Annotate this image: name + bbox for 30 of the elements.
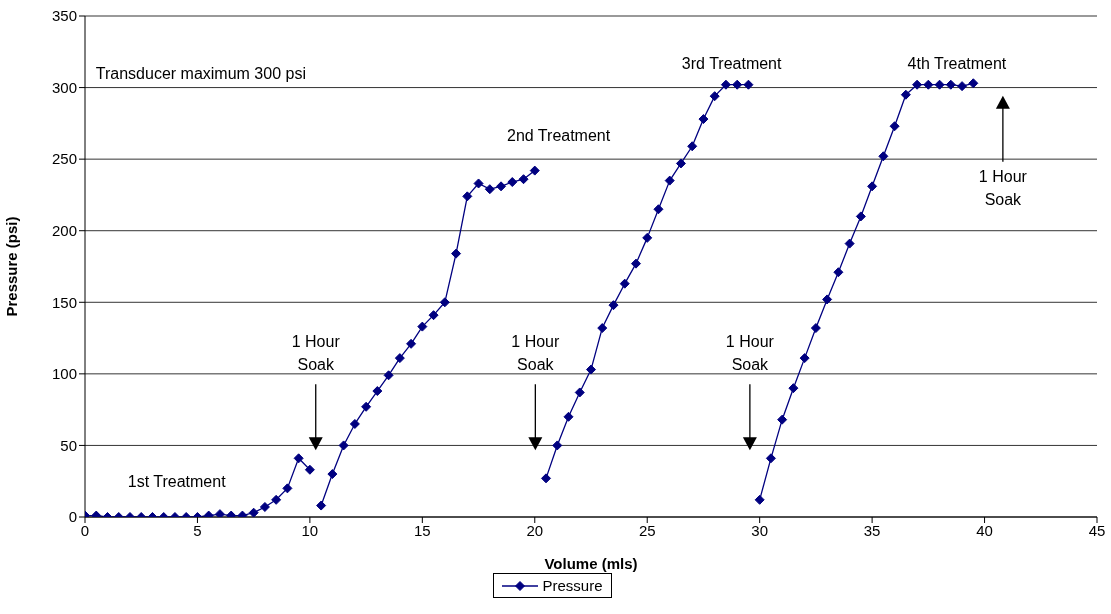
y-axis-title: Pressure (psi) <box>3 216 21 317</box>
x-tick-label: 10 <box>301 521 319 539</box>
y-tick-label: 350 <box>51 7 77 25</box>
y-tick-label: 50 <box>60 436 77 454</box>
y-tick-label: 250 <box>51 150 77 168</box>
x-tick-label: 45 <box>1088 521 1106 539</box>
annotation: 1 Hour Soak <box>291 333 341 374</box>
annotation: Transducer maximum 300 psi <box>95 65 306 83</box>
annotation: 1 Hour Soak <box>725 333 775 374</box>
y-tick-label: 150 <box>51 293 77 311</box>
x-tick-label: 25 <box>638 521 656 539</box>
x-tick-label: 0 <box>80 521 90 539</box>
y-tick-label: 100 <box>51 365 77 383</box>
annotation: 2nd Treatment <box>507 127 611 145</box>
annotation: 4th Treatment <box>907 55 1007 73</box>
annotation: 1st Treatment <box>127 473 227 491</box>
annotation: 1 Hour Soak <box>511 333 561 374</box>
x-tick-label: 15 <box>413 521 431 539</box>
x-axis-title: Volume (mls) <box>544 555 638 572</box>
y-tick-label: 200 <box>51 222 77 240</box>
y-tick-label: 300 <box>51 78 77 96</box>
x-tick-label: 40 <box>976 521 993 539</box>
x-tick-label: 20 <box>526 521 544 539</box>
x-tick-label: 35 <box>863 521 881 539</box>
annotation: 1 Hour Soak <box>978 167 1028 208</box>
legend-label: Pressure <box>541 577 603 594</box>
annotation: 3rd Treatment <box>681 55 783 73</box>
y-tick-label: 0 <box>68 508 77 526</box>
x-tick-label: 5 <box>193 521 202 539</box>
x-tick-label: 30 <box>751 521 769 539</box>
